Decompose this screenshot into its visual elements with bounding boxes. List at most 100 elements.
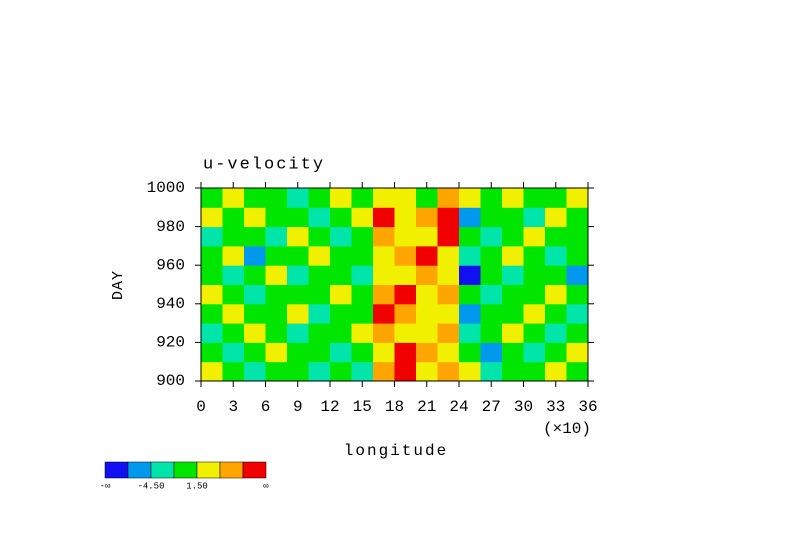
cell	[244, 245, 266, 266]
cell	[373, 323, 395, 343]
x-multiplier: (×10)	[543, 420, 591, 438]
cell	[222, 245, 245, 266]
cell	[394, 361, 417, 382]
cell	[545, 265, 567, 285]
colorbar-swatch	[196, 461, 221, 479]
cell	[459, 342, 481, 363]
cell	[545, 323, 567, 343]
y-tick-label: 900	[156, 372, 185, 390]
x-tick-label: 3	[228, 398, 238, 416]
cell	[265, 342, 288, 363]
cell	[523, 207, 546, 228]
cell	[437, 361, 460, 382]
x-tick-label: 21	[417, 398, 436, 416]
y-tick-label: 940	[156, 295, 185, 313]
colorbar-swatch	[104, 461, 129, 479]
cell	[394, 323, 417, 343]
cell	[480, 284, 503, 305]
cell	[330, 188, 352, 208]
cell	[502, 284, 524, 305]
cell	[416, 265, 438, 285]
cell	[566, 207, 589, 228]
cell	[222, 361, 245, 382]
cell	[523, 342, 546, 363]
cell	[287, 188, 309, 208]
cell	[502, 207, 524, 228]
cell	[523, 226, 546, 247]
cell	[308, 323, 331, 343]
cell	[308, 284, 331, 305]
cell	[545, 207, 567, 228]
cell	[201, 265, 223, 285]
cell	[480, 188, 503, 208]
cell	[566, 361, 589, 382]
cell	[545, 245, 567, 266]
cell	[373, 207, 395, 228]
cell	[394, 188, 417, 208]
colorbar-swatch	[173, 461, 198, 479]
cell	[373, 188, 395, 208]
cell	[222, 323, 245, 343]
cell	[437, 342, 460, 363]
cell	[222, 342, 245, 363]
cell	[330, 323, 352, 343]
cell	[480, 361, 503, 382]
cell	[351, 361, 374, 382]
cell	[351, 323, 374, 343]
cell	[394, 342, 417, 363]
cell	[244, 323, 266, 343]
cell	[308, 207, 331, 228]
x-axis-label: longitude	[344, 442, 448, 460]
cell	[287, 361, 309, 382]
cell	[287, 284, 309, 305]
cell	[201, 303, 223, 324]
cell	[437, 226, 460, 247]
cell	[265, 361, 288, 382]
cell	[222, 188, 245, 208]
cell	[201, 323, 223, 343]
cell	[459, 265, 481, 285]
cell	[480, 207, 503, 228]
cell	[566, 303, 589, 324]
cell	[523, 361, 546, 382]
cell	[545, 284, 567, 305]
cell	[459, 284, 481, 305]
cell	[351, 284, 374, 305]
cell	[244, 207, 266, 228]
cell	[459, 323, 481, 343]
cell	[308, 361, 331, 382]
cell	[545, 188, 567, 208]
cell	[244, 226, 266, 247]
cell	[222, 226, 245, 247]
cell	[373, 303, 395, 324]
cell	[437, 284, 460, 305]
cell	[265, 265, 288, 285]
cell	[201, 361, 223, 382]
cell	[351, 342, 374, 363]
x-tick-label: 27	[482, 398, 501, 416]
cell	[351, 245, 374, 266]
cell	[566, 265, 589, 285]
cell	[287, 303, 309, 324]
cell	[265, 245, 288, 266]
cell	[523, 188, 546, 208]
cell	[566, 342, 589, 363]
cell	[330, 284, 352, 305]
cell	[308, 342, 331, 363]
cell	[523, 323, 546, 343]
cell	[502, 245, 524, 266]
x-tick-label: 30	[514, 398, 533, 416]
cell	[459, 303, 481, 324]
cell	[416, 323, 438, 343]
x-tick-label: 0	[196, 398, 206, 416]
cell	[373, 226, 395, 247]
cell	[459, 226, 481, 247]
cell	[201, 284, 223, 305]
cell	[222, 303, 245, 324]
cell	[287, 323, 309, 343]
cell	[201, 342, 223, 363]
cell	[222, 284, 245, 305]
cell	[373, 265, 395, 285]
cell	[416, 284, 438, 305]
cell	[416, 303, 438, 324]
